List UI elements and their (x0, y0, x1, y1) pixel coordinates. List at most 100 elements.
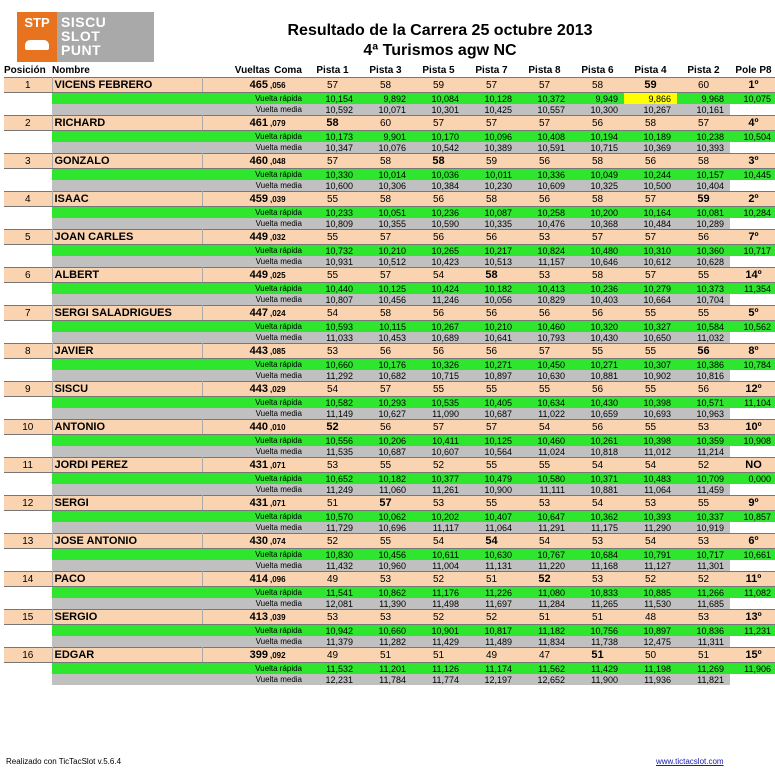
track-laps-cell: 58 (359, 305, 412, 321)
average-lap-time: 11,012 (624, 446, 677, 458)
average-lap-row: Vuelta media 11,729 10,696 11,117 11,064 11,2… (4, 522, 775, 534)
col-header-pista-4: Pista 4 (634, 65, 667, 76)
average-lap-time: 11,498 (412, 598, 465, 610)
average-lap-label: Vuelta media (52, 484, 306, 496)
track-laps-cell: 51 (306, 495, 359, 511)
fast-lap-time: 10,014 (359, 168, 412, 180)
fast-lap-time: 10,582 (306, 396, 359, 408)
average-lap-label: Vuelta media (52, 370, 306, 382)
footer-credit: Realizado con TicTacSlot v.5.6.4 (6, 757, 122, 766)
track-laps-cell: 58 (465, 267, 518, 283)
col-header-coma: Coma (274, 65, 302, 76)
average-lap-time: 12,231 (306, 674, 359, 685)
track-laps-cell: 54 (412, 533, 465, 549)
average-lap-time: 10,881 (571, 484, 624, 496)
average-lap-row: Vuelta media 10,931 10,512 10,423 10,513 11,1… (4, 256, 775, 268)
fast-lap-time: 10,115 (359, 320, 412, 332)
fast-lap-time: 9,968 (677, 92, 730, 104)
average-lap-time: 11,284 (518, 598, 571, 610)
laps-total: 431 (202, 495, 270, 511)
average-lap-time: 11,127 (624, 560, 677, 572)
average-lap-time: 10,289 (677, 218, 730, 230)
average-lap-row: Vuelta media 11,379 11,282 11,429 11,489 11,8… (4, 636, 775, 648)
laps-fraction: ,071 (270, 495, 306, 511)
track-laps-cell: 58 (306, 115, 359, 131)
fast-lap-time: 10,398 (624, 396, 677, 408)
position-cell: 1 (4, 77, 53, 93)
track-laps-cell: 53 (306, 457, 359, 473)
fast-lap-time: 10,885 (624, 586, 677, 598)
driver-name: JORDI PEREZ (52, 457, 203, 473)
average-lap-time: 10,627 (359, 408, 412, 420)
fast-lap-time: 10,049 (571, 168, 624, 180)
average-lap-label: Vuelta media (52, 218, 306, 230)
average-lap-time: 10,650 (624, 332, 677, 344)
average-lap-row: Vuelta media 10,600 10,306 10,384 10,230 10,6… (4, 180, 775, 192)
average-lap-time: 11,246 (412, 294, 465, 306)
track-laps-cell: 57 (359, 495, 412, 511)
track-laps-cell: 52 (465, 609, 518, 625)
track-laps-cell: 55 (306, 267, 359, 283)
average-lap-time: 10,301 (412, 104, 465, 116)
fast-lap-time: 10,128 (465, 92, 518, 104)
fast-lap-time: 10,173 (306, 130, 359, 142)
track-laps-cell: 55 (359, 533, 412, 549)
footer-link[interactable]: www.tictacslot.com (656, 757, 724, 766)
fast-lap-time: 10,373 (677, 282, 730, 294)
laps-total: 443 (202, 343, 270, 359)
track-laps-cell: 54 (571, 495, 624, 511)
position-cell: 12 (4, 495, 53, 511)
fast-lap-time: 10,157 (677, 168, 730, 180)
track-laps-cell: 59 (465, 153, 518, 169)
pole-fast-lap-time: 10,784 (730, 358, 775, 370)
fast-lap-time: 10,413 (518, 282, 571, 294)
results-table: Posición Nombre Vueltas Coma Pista 1 Pis… (4, 64, 775, 685)
track-laps-cell: 55 (412, 381, 465, 397)
fast-lap-label: Vuelta rápida (52, 472, 306, 484)
average-lap-row: Vuelta media 11,149 10,627 11,090 10,687 11,0… (4, 408, 775, 420)
track-laps-cell: 55 (677, 267, 730, 283)
track-laps-cell: 56 (359, 343, 412, 359)
average-lap-label: Vuelta media (52, 142, 306, 154)
track-laps-cell: 54 (624, 457, 677, 473)
pole-position-cell: 13º (730, 609, 775, 625)
track-laps-cell: 59 (677, 191, 730, 207)
average-lap-row: Vuelta media 10,592 10,071 10,301 10,425 10,5… (4, 104, 775, 116)
average-lap-time: 10,513 (465, 256, 518, 268)
col-header-posicion: Posición (4, 65, 46, 76)
track-laps-cell: 55 (465, 381, 518, 397)
fast-lap-label: Vuelta rápida (52, 244, 306, 256)
average-lap-time: 10,628 (677, 256, 730, 268)
fast-lap-time: 10,647 (518, 510, 571, 522)
track-laps-cell: 55 (624, 343, 677, 359)
fast-lap-time: 10,791 (624, 548, 677, 560)
track-laps-cell: 57 (677, 115, 730, 131)
average-lap-label: Vuelta media (52, 636, 306, 648)
fast-lap-time: 10,189 (624, 130, 677, 142)
track-laps-cell: 57 (412, 419, 465, 435)
fast-lap-label: Vuelta rápida (52, 206, 306, 218)
track-laps-cell: 57 (465, 419, 518, 435)
page-title: Resultado de la Carrera 25 octubre 2013 (287, 22, 593, 39)
driver-row: 9 SISCU 443,029 54 57 55 55 55 56 55 56 12º (4, 381, 775, 397)
fast-lap-time: 11,562 (518, 662, 571, 674)
average-lap-time: 11,004 (412, 560, 465, 572)
average-lap-time: 10,809 (306, 218, 359, 230)
track-laps-cell: 56 (571, 419, 624, 435)
average-lap-row: Vuelta media 10,809 10,355 10,590 10,335 10,4… (4, 218, 775, 230)
average-lap-time: 10,793 (518, 332, 571, 344)
average-lap-time: 10,355 (359, 218, 412, 230)
laps-fraction: ,029 (270, 381, 306, 397)
fast-lap-time: 10,244 (624, 168, 677, 180)
average-lap-time: 11,032 (677, 332, 730, 344)
fast-lap-time: 10,556 (306, 434, 359, 446)
fast-lap-time: 10,011 (465, 168, 518, 180)
pole-position-cell: 4º (730, 115, 775, 131)
col-header-pista-3: Pista 3 (369, 65, 402, 76)
driver-name: ALBERT (52, 267, 203, 283)
position-cell: 14 (4, 571, 53, 587)
fast-lap-time: 10,081 (677, 206, 730, 218)
track-laps-cell: 56 (412, 191, 465, 207)
fast-lap-time: 10,862 (359, 586, 412, 598)
laps-fraction: ,071 (270, 457, 306, 473)
